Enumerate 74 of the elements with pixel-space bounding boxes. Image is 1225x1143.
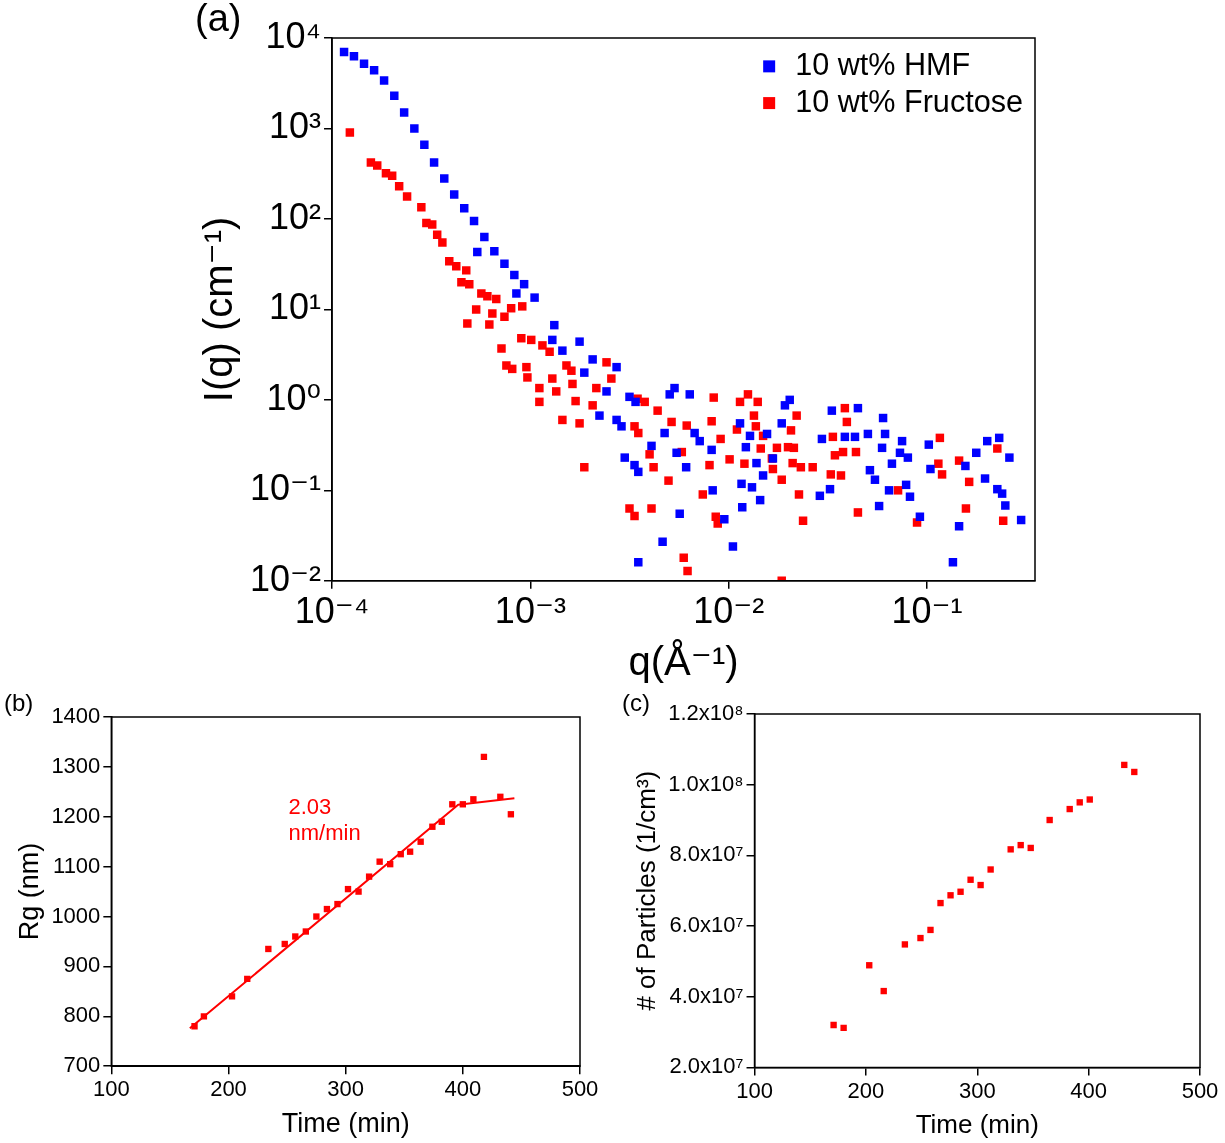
y-tick-label: 1.2x10⁸ [668,700,744,726]
point [977,881,984,889]
point [334,900,341,908]
point [830,1021,837,1029]
x-tick-label: 400 [1070,1077,1107,1103]
y-tick-label: 10⁰ [266,376,322,418]
point [228,993,236,1000]
chart-title: (b) [4,688,34,716]
point [947,892,954,899]
y-axis-title: # of Particles (1/cm³) [630,770,661,1011]
point [429,823,436,830]
y-tick-label: 10⁴ [265,14,322,56]
point [355,888,362,895]
point [1076,799,1083,806]
point [191,1023,198,1030]
point [1007,846,1014,853]
y-tick-label: 6.0x10⁷ [669,912,744,938]
y-tick-label: 1300 [51,752,101,778]
point [901,941,909,948]
legend-label: 10 wt% Fructose [795,83,1023,118]
point [967,876,974,883]
point [1046,816,1053,824]
x-tick-label: 200 [210,1076,247,1102]
point [497,793,504,800]
point [840,1024,847,1031]
x-tick-label: 100 [736,1077,773,1103]
point [417,838,424,845]
y-tick-label: 2.0x10⁷ [669,1053,744,1079]
point [265,945,272,953]
x-tick-label: 500 [1181,1077,1219,1103]
y-tick-label: 10³ [269,105,322,147]
y-tick-label: 800 [63,1002,101,1028]
point [917,934,924,942]
point [376,858,383,865]
annotation: 2.03 nm/min [288,794,361,845]
x-tick-label: 100 [92,1076,130,1102]
point [957,888,964,895]
y-tick-label: 8.0x10⁷ [669,841,744,867]
y-tick-label: 1400 [51,703,101,729]
x-tick-label: 400 [444,1076,482,1102]
x-tick-label: 10⁻¹ [891,590,963,632]
y-tick-label: 10² [269,195,322,237]
point [927,926,934,934]
x-tick-label: 300 [958,1077,996,1103]
point [987,866,994,873]
point [365,873,373,880]
y-tick-label: 10⁻¹ [249,467,322,509]
y-tick-label: 10¹ [269,286,322,328]
y-tick-label: 1000 [51,902,101,928]
x-axis-title: Time (min) [915,1108,1039,1139]
y-axis-title: Rg (nm) [13,842,44,941]
y-tick-label: 1200 [51,802,101,828]
point [937,899,944,907]
y-tick-label: 1.0x10⁸ [668,770,744,796]
x-tick-label: 300 [327,1076,365,1102]
point [292,933,299,940]
y-tick-label: 700 [63,1052,101,1078]
y-tick-label: 1100 [53,852,101,878]
y-tick-label: 900 [63,952,101,978]
y-tick-label: 4.0x10⁷ [669,982,744,1008]
x-axis-title: q(Å⁻¹) [628,639,739,684]
x-tick-label: 10⁻³ [494,590,566,632]
point [1086,796,1093,803]
point [313,913,320,920]
chart-title: (a) [195,0,242,40]
x-axis-title: Time (min) [281,1108,410,1139]
point [302,928,310,935]
x-tick-label: 200 [847,1077,885,1103]
y-axis-title: I(q) (cm⁻¹) [196,216,241,403]
x-tick-label: 500 [561,1076,599,1102]
chart-title: (c) [622,688,650,716]
legend-label: 10 wt% HMF [795,46,971,81]
point [470,796,477,803]
x-tick-label: 10⁻⁴ [294,590,370,632]
